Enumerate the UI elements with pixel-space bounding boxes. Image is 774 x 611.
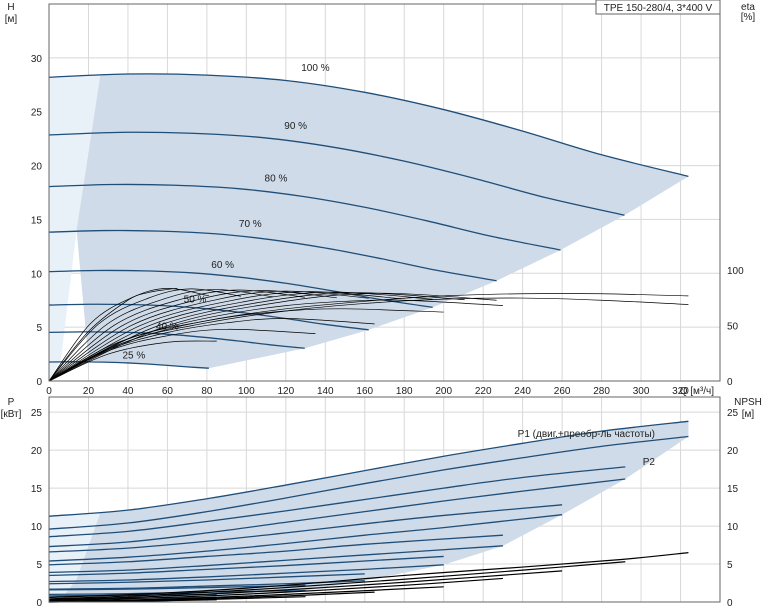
y-right-tick-label: 0: [727, 598, 733, 609]
x-tick-label: 220: [475, 386, 492, 397]
npsh-curve: [48, 552, 689, 599]
p1-curve: [48, 504, 563, 553]
efficiency-curve: [48, 290, 369, 382]
y-right-axis-unit: [м]: [742, 409, 755, 420]
npsh-curve: [48, 577, 503, 602]
y-right-axis-unit: [%]: [741, 12, 756, 23]
x-axis-label: Q [м³/ч]: [680, 386, 715, 397]
x-tick-label: 200: [435, 386, 452, 397]
efficiency-curve: [48, 288, 209, 382]
head-curve-60: [48, 269, 433, 308]
head-curve-label: 100 %: [301, 63, 329, 74]
x-tick-label: 180: [396, 386, 413, 397]
y-tick-label: 10: [31, 522, 43, 533]
npsh-curve: [48, 570, 563, 601]
efficiency-curve: [48, 299, 503, 382]
y-tick-label: 5: [36, 560, 42, 571]
p2-curve: [48, 545, 503, 574]
x-tick-label: 280: [593, 386, 610, 397]
y-tick-label: 5: [36, 323, 42, 334]
y-right-axis-label: eta: [741, 2, 755, 13]
power-panel: [48, 396, 721, 603]
y-right-tick-label: 15: [727, 484, 739, 495]
p2-curve: [48, 514, 563, 562]
y-tick-label: 30: [31, 54, 43, 65]
efficiency-curve: [48, 292, 465, 382]
head-curve-100: [48, 73, 689, 177]
y-right-axis-label: NPSH: [734, 397, 762, 408]
x-tick-label: 40: [122, 386, 134, 397]
y-tick-label: 25: [31, 408, 43, 419]
y-right-tick-label: 100: [727, 266, 744, 277]
y-tick-label: 0: [36, 598, 42, 609]
npsh-curve: [48, 561, 626, 600]
p1-curve: [48, 555, 444, 577]
x-tick-label: 80: [201, 386, 213, 397]
p1-label: P1 (двиг.+преобр-ль частоты): [518, 428, 655, 440]
x-tick-label: 0: [46, 386, 52, 397]
x-tick-label: 320: [672, 386, 689, 397]
x-tick-label: 20: [83, 386, 95, 397]
head-curve-label: 90 %: [284, 121, 307, 132]
power-plot-frame: [48, 396, 721, 603]
head-curve-label: 25 %: [122, 350, 145, 361]
x-tick-label: 100: [238, 386, 255, 397]
y-axis-unit: [кВт]: [1, 409, 22, 420]
head-curve-label: 80 %: [265, 174, 288, 185]
y-right-tick-label: 25: [727, 408, 739, 419]
head-curve-40: [48, 331, 305, 349]
head-curve-90: [48, 131, 625, 216]
model-title-box: TPE 150-280/4, 3*400 V: [595, 0, 721, 15]
p2-curve: [48, 435, 689, 530]
operating-area: [49, 73, 689, 369]
y-axis-label: H: [7, 2, 14, 13]
p2-curve: [48, 564, 444, 583]
p2-curve: [48, 478, 626, 548]
y-tick-label: 15: [31, 215, 43, 226]
efficiency-curve: [48, 291, 433, 382]
head-curve-label: 60 %: [211, 260, 234, 271]
y-tick-label: 10: [31, 269, 43, 280]
efficiency-curve: [48, 292, 497, 382]
y-right-tick-label: 10: [727, 522, 739, 533]
x-tick-label: 120: [277, 386, 294, 397]
head-curve-label: 50 %: [184, 294, 207, 305]
p1-curve: [48, 534, 503, 566]
x-tick-label: 60: [162, 386, 174, 397]
y-right-tick-label: 0: [727, 377, 733, 388]
p1-curve: [48, 420, 689, 517]
head-plot-frame: [48, 3, 721, 382]
head-panel: 100 %90 %80 %70 %60 %50 %40 %25 %: [48, 3, 721, 382]
y-tick-label: 15: [31, 484, 43, 495]
y-right-tick-label: 20: [727, 446, 739, 457]
efficiency-curve: [48, 290, 337, 382]
y-tick-label: 25: [31, 108, 43, 119]
model-title: TPE 150-280/4, 3*400 V: [604, 3, 713, 14]
efficiency-curve: [48, 291, 401, 382]
head-curve-70: [48, 229, 497, 282]
head-curve-25: [48, 361, 209, 369]
p1-curve: [48, 573, 365, 585]
x-tick-label: 300: [633, 386, 650, 397]
p1-curve: [48, 466, 626, 538]
x-tick-label: 140: [317, 386, 334, 397]
y-tick-label: 20: [31, 162, 43, 173]
title-box-frame: [595, 0, 721, 15]
x-tick-label: 160: [356, 386, 373, 397]
y-tick-label: 0: [36, 377, 42, 388]
y-right-tick-label: 5: [727, 560, 733, 571]
y-tick-label: 20: [31, 446, 43, 457]
x-tick-label: 240: [514, 386, 531, 397]
y-axis-label: P: [8, 397, 15, 408]
y-axis-unit: [м]: [5, 14, 18, 25]
head-curve-label: 70 %: [239, 219, 262, 230]
x-tick-label: 260: [554, 386, 571, 397]
efficiency-curve: [48, 289, 305, 382]
y-right-tick-label: 50: [727, 321, 739, 332]
p2-label: P2: [643, 457, 656, 468]
head-curve-80: [48, 183, 561, 251]
